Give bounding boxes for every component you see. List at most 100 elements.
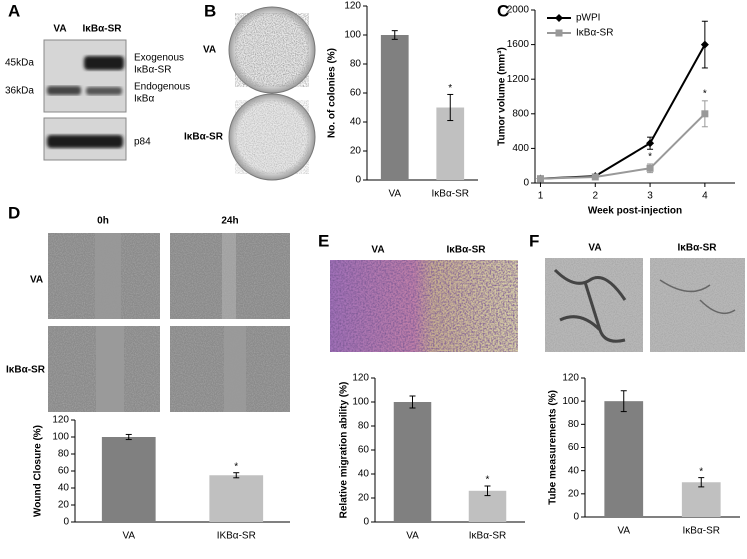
marker	[646, 139, 655, 148]
column-label: IκBα-SR	[678, 243, 718, 254]
x-tick-label: VA	[122, 531, 135, 542]
x-tick-label: VA	[617, 526, 630, 537]
y-axis-label: No. of colonies (%)	[327, 48, 338, 138]
y-tick-label: 120	[562, 373, 579, 384]
x-tick-label: IKBα-SR	[217, 531, 256, 542]
x-tick-label: VA	[406, 531, 419, 542]
y-tick-label: 0	[363, 517, 369, 528]
y-tick-label: 120	[352, 373, 369, 384]
row-label: VA	[203, 45, 216, 56]
y-tick-label: 800	[512, 108, 529, 119]
band	[47, 135, 123, 148]
x-tick-label: 4	[702, 191, 708, 202]
panel-letter: C	[497, 1, 509, 20]
tube	[553, 268, 627, 343]
annotation: *	[234, 461, 238, 472]
y-tick-label: 0	[63, 517, 69, 528]
panel-letter: E	[318, 231, 329, 250]
y-tick-label: 400	[512, 143, 529, 154]
series-line	[540, 113, 706, 180]
y-tick-label: 40	[568, 465, 580, 476]
legend-label: IκBα-SR	[576, 28, 613, 39]
micrograph-texture	[545, 258, 643, 352]
panel-f: F VA IκBα-SR	[529, 231, 745, 352]
x-tick-label: IκBα-SR	[469, 531, 506, 542]
band	[47, 86, 81, 95]
marker	[701, 110, 709, 118]
x-tick-label: IκBα-SR	[683, 526, 720, 537]
annotation: *	[648, 152, 652, 163]
annotation: *	[486, 475, 490, 486]
panel-e: E VA IκBα-SR	[318, 231, 518, 352]
band-label: IκBα-SR	[134, 65, 171, 76]
dish-colonies	[235, 13, 309, 87]
tube	[659, 279, 736, 315]
legend-label: pWPI	[576, 13, 600, 24]
band	[84, 56, 124, 70]
panel-d: D 0h 24h VA IκBα-SR	[6, 203, 290, 412]
column-label: IκBα-SR	[447, 245, 487, 256]
y-tick-label: 20	[568, 488, 580, 499]
y-tick-label: 60	[58, 466, 70, 477]
y-tick-label: 0	[573, 512, 579, 523]
band-label: p84	[134, 137, 151, 148]
legend-marker	[555, 29, 563, 37]
column-label: 0h	[97, 216, 109, 227]
marker	[700, 40, 709, 49]
y-tick-label: 1600	[507, 39, 530, 50]
bar	[380, 35, 409, 180]
x-tick-label: 2	[592, 191, 598, 202]
band-label: Exogenous	[134, 53, 184, 64]
panel-b: B VA IκBα-SR	[184, 1, 316, 181]
y-axis-label: Tumor volume (mm³)	[497, 47, 508, 146]
y-tick-label: 80	[358, 421, 370, 432]
y-tick-label: 60	[350, 88, 362, 99]
y-tick-label: 120	[344, 1, 361, 12]
micrograph-texture	[650, 258, 745, 352]
column-label: 24h	[221, 216, 238, 227]
row-label: VA	[30, 275, 43, 286]
x-axis-label: Week post-injection	[588, 206, 682, 217]
y-tick-label: 100	[52, 432, 69, 443]
x-tick-label: 3	[647, 191, 653, 202]
marker	[591, 173, 599, 181]
row-label: IκBα-SR	[6, 365, 46, 376]
panel-letter: B	[204, 1, 216, 20]
bar	[101, 437, 156, 522]
legend-marker	[555, 14, 563, 22]
x-tick-label: VA	[388, 189, 401, 200]
y-axis-label: Wound Closure (%)	[33, 425, 44, 517]
y-tick-label: 100	[352, 397, 369, 408]
annotation: *	[448, 83, 452, 94]
lane-label: VA	[53, 24, 66, 35]
y-tick-label: 2000	[507, 5, 530, 16]
panel-letter: F	[529, 231, 539, 250]
bar	[209, 475, 264, 522]
annotation: *	[703, 88, 707, 99]
panel-letter: D	[8, 203, 20, 222]
row-label: IκBα-SR	[184, 132, 224, 143]
y-tick-label: 0	[355, 175, 361, 186]
column-label: VA	[588, 243, 601, 254]
y-tick-label: 60	[358, 445, 370, 456]
y-axis-label: Tube measurements (%)	[548, 390, 559, 505]
x-tick-label: IκBα-SR	[432, 189, 469, 200]
dish-colonies	[235, 100, 309, 174]
y-tick-label: 100	[344, 30, 361, 41]
y-tick-label: 40	[58, 483, 70, 494]
marker	[646, 164, 654, 172]
annotation: *	[699, 466, 703, 477]
wound-gap	[224, 326, 246, 412]
x-tick-label: 1	[538, 191, 544, 202]
y-tick-label: 80	[350, 59, 362, 70]
lane-label: IκBα-SR	[83, 24, 123, 35]
marker	[536, 175, 544, 183]
y-tick-label: 20	[358, 493, 370, 504]
panel-letter: A	[8, 1, 20, 20]
bar	[604, 401, 644, 517]
band	[86, 87, 122, 95]
bar	[393, 402, 432, 522]
wound-gap	[96, 326, 124, 412]
y-tick-label: 0	[523, 178, 529, 189]
y-tick-label: 1200	[507, 74, 530, 85]
